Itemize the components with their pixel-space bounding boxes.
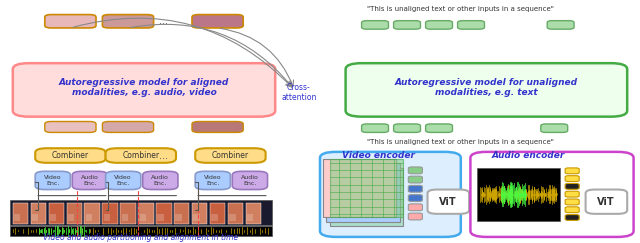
FancyBboxPatch shape bbox=[106, 171, 141, 190]
FancyBboxPatch shape bbox=[565, 215, 579, 220]
FancyBboxPatch shape bbox=[346, 63, 627, 117]
FancyBboxPatch shape bbox=[408, 213, 422, 220]
Bar bbox=[228, 203, 243, 224]
Text: Audio
Enc.: Audio Enc. bbox=[81, 175, 99, 186]
Text: Autoregressive model for aligned
modalities, e.g. audio, video: Autoregressive model for aligned modalit… bbox=[59, 78, 229, 97]
FancyBboxPatch shape bbox=[320, 152, 461, 237]
FancyBboxPatch shape bbox=[565, 168, 579, 174]
Bar bbox=[67, 203, 82, 224]
FancyBboxPatch shape bbox=[362, 21, 388, 29]
Bar bbox=[120, 203, 136, 224]
Text: ...: ... bbox=[159, 150, 168, 161]
Text: Video
Enc.: Video Enc. bbox=[204, 175, 221, 186]
FancyBboxPatch shape bbox=[458, 21, 484, 29]
FancyBboxPatch shape bbox=[232, 171, 268, 190]
Bar bbox=[192, 203, 207, 224]
Bar bbox=[138, 203, 154, 224]
Bar bbox=[14, 214, 20, 221]
Bar bbox=[32, 214, 38, 221]
Bar bbox=[156, 203, 172, 224]
FancyBboxPatch shape bbox=[408, 167, 422, 174]
Bar bbox=[210, 203, 225, 224]
Text: Video
Enc.: Video Enc. bbox=[115, 175, 132, 186]
FancyBboxPatch shape bbox=[565, 176, 579, 182]
FancyBboxPatch shape bbox=[143, 171, 178, 190]
FancyBboxPatch shape bbox=[408, 195, 422, 201]
FancyBboxPatch shape bbox=[195, 148, 266, 163]
FancyBboxPatch shape bbox=[72, 171, 108, 190]
Bar bbox=[246, 203, 261, 224]
Bar bbox=[104, 214, 110, 221]
Bar bbox=[10, 226, 272, 236]
Bar bbox=[157, 214, 164, 221]
Text: "This is unaligned text or other inputs in a sequence": "This is unaligned text or other inputs … bbox=[367, 6, 554, 11]
Text: Audio encoder: Audio encoder bbox=[492, 150, 565, 160]
FancyBboxPatch shape bbox=[195, 171, 230, 190]
Text: ViT: ViT bbox=[597, 197, 615, 207]
FancyBboxPatch shape bbox=[470, 152, 634, 237]
FancyBboxPatch shape bbox=[13, 63, 275, 117]
Bar bbox=[193, 214, 200, 221]
Text: ViT: ViT bbox=[439, 197, 457, 207]
FancyBboxPatch shape bbox=[106, 148, 176, 163]
Bar bbox=[50, 214, 56, 221]
Bar bbox=[330, 159, 403, 217]
FancyBboxPatch shape bbox=[408, 204, 422, 211]
FancyBboxPatch shape bbox=[547, 21, 574, 29]
FancyBboxPatch shape bbox=[541, 124, 568, 132]
FancyBboxPatch shape bbox=[45, 15, 96, 28]
FancyBboxPatch shape bbox=[102, 15, 154, 28]
Bar bbox=[68, 214, 74, 221]
Bar bbox=[84, 203, 100, 224]
Bar bbox=[477, 168, 560, 221]
Bar bbox=[86, 214, 92, 221]
FancyBboxPatch shape bbox=[408, 176, 422, 183]
Text: "This is unaligned text or other inputs in a sequence": "This is unaligned text or other inputs … bbox=[367, 139, 554, 145]
Text: Combiner: Combiner bbox=[52, 151, 89, 160]
Bar bbox=[175, 214, 182, 221]
Bar bbox=[31, 203, 46, 224]
FancyBboxPatch shape bbox=[192, 122, 243, 132]
Text: Audio
Enc.: Audio Enc. bbox=[152, 175, 169, 186]
Text: Cross-
attention: Cross- attention bbox=[281, 83, 317, 102]
Text: Video
Enc.: Video Enc. bbox=[44, 175, 61, 186]
FancyBboxPatch shape bbox=[426, 124, 452, 132]
Text: Video encoder: Video encoder bbox=[342, 150, 415, 160]
FancyBboxPatch shape bbox=[35, 148, 106, 163]
Bar bbox=[10, 200, 272, 225]
Text: Autoregressive model for unaligned
modalities, e.g. text: Autoregressive model for unaligned modal… bbox=[395, 78, 578, 97]
FancyBboxPatch shape bbox=[394, 21, 420, 29]
FancyBboxPatch shape bbox=[45, 122, 96, 132]
Text: Audio
Enc.: Audio Enc. bbox=[241, 175, 259, 186]
FancyBboxPatch shape bbox=[565, 191, 579, 197]
FancyBboxPatch shape bbox=[326, 163, 400, 222]
Bar bbox=[13, 203, 28, 224]
Text: ...: ... bbox=[159, 16, 168, 26]
FancyBboxPatch shape bbox=[330, 168, 403, 226]
Bar bbox=[174, 203, 189, 224]
Bar bbox=[229, 214, 236, 221]
FancyBboxPatch shape bbox=[565, 207, 579, 213]
FancyBboxPatch shape bbox=[362, 124, 388, 132]
FancyBboxPatch shape bbox=[192, 15, 243, 28]
FancyBboxPatch shape bbox=[428, 190, 469, 214]
Bar bbox=[211, 214, 218, 221]
FancyBboxPatch shape bbox=[565, 199, 579, 205]
Bar bbox=[49, 203, 64, 224]
FancyBboxPatch shape bbox=[408, 185, 422, 192]
FancyBboxPatch shape bbox=[323, 159, 396, 217]
FancyBboxPatch shape bbox=[426, 21, 452, 29]
Text: Combiner: Combiner bbox=[212, 151, 249, 160]
Text: Combiner: Combiner bbox=[122, 151, 159, 160]
FancyBboxPatch shape bbox=[35, 171, 70, 190]
FancyBboxPatch shape bbox=[586, 190, 627, 214]
Bar bbox=[247, 214, 253, 221]
FancyBboxPatch shape bbox=[394, 124, 420, 132]
Bar bbox=[122, 214, 128, 221]
FancyBboxPatch shape bbox=[102, 122, 154, 132]
FancyBboxPatch shape bbox=[565, 183, 579, 189]
Bar bbox=[140, 214, 146, 221]
Bar bbox=[102, 203, 118, 224]
Text: Video and audio partitioning and alignment in time: Video and audio partitioning and alignme… bbox=[43, 233, 239, 242]
